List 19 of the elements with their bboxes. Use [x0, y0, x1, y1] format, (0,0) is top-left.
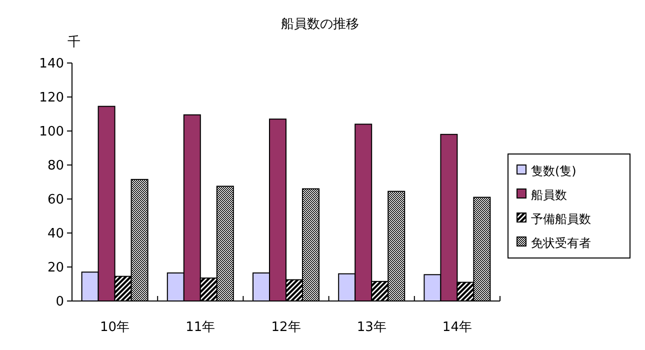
x-tick-label: 12年: [271, 320, 301, 335]
y-tick-label: 80: [47, 158, 64, 174]
x-tick-label: 10年: [100, 320, 130, 335]
y-tick-label: 40: [47, 226, 64, 242]
y-tick-label: 0: [56, 294, 64, 310]
x-tick-label: 13年: [356, 320, 386, 335]
y-tick-label: 140: [39, 56, 64, 72]
legend-label: 船員数: [531, 188, 567, 202]
chart-title: 船員数の推移: [281, 17, 359, 32]
y-axis-title: 千: [68, 35, 80, 50]
y-tick-label: 60: [47, 192, 64, 208]
legend-label: 隻数(隻): [531, 164, 576, 178]
y-tick-label: 20: [47, 260, 64, 276]
legend-label: 免状受有者: [531, 236, 591, 250]
x-tick-label: 11年: [186, 320, 216, 335]
legend-label: 予備船員数: [531, 212, 591, 226]
x-tick-label: 14年: [442, 320, 472, 335]
y-tick-label: 100: [39, 124, 64, 140]
y-tick-label: 120: [39, 90, 64, 106]
